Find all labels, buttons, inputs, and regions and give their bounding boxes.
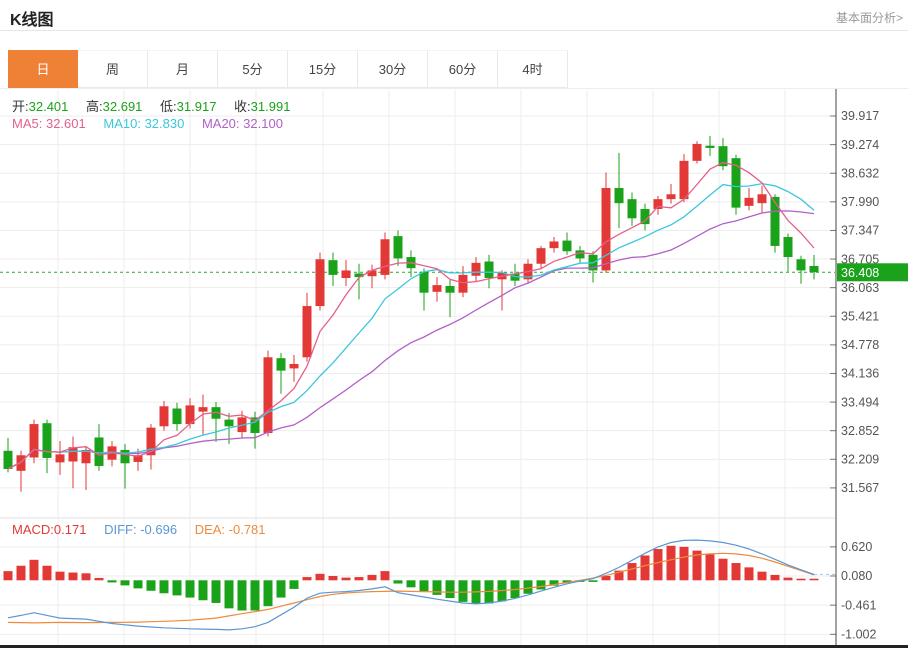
svg-text:35.421: 35.421 (841, 309, 879, 323)
svg-text:39.917: 39.917 (841, 109, 879, 123)
page-title: K线图 (10, 12, 54, 29)
svg-text:32.852: 32.852 (841, 424, 879, 438)
period-tab-1[interactable]: 日 (8, 50, 78, 88)
svg-text:34.778: 34.778 (841, 338, 879, 352)
svg-text:37.347: 37.347 (841, 224, 879, 238)
diff-line (7, 539, 815, 631)
current-price-badge: 36.408 (837, 263, 908, 282)
svg-text:-0.461: -0.461 (841, 598, 876, 612)
period-tab-5[interactable]: 15分 (288, 50, 358, 88)
svg-text:34.136: 34.136 (841, 367, 879, 381)
svg-text:38.632: 38.632 (841, 166, 879, 180)
dea-line (7, 552, 815, 624)
svg-text:0.620: 0.620 (841, 540, 872, 554)
svg-text:36.705: 36.705 (841, 252, 879, 266)
svg-text:32.209: 32.209 (841, 453, 879, 467)
period-tab-2[interactable]: 周 (78, 50, 148, 88)
macd-histogram (3, 545, 819, 611)
svg-text:-1.002: -1.002 (841, 628, 876, 642)
svg-text:31.567: 31.567 (841, 481, 879, 495)
kline-chart-svg[interactable]: 39.917 39.274 38.632 37.990 37.347 36.705 36.0… (0, 89, 908, 648)
panel-borders (0, 89, 908, 648)
price-axis-labels: 39.917 39.274 38.632 37.990 37.347 36.705 36.0… (830, 109, 879, 495)
macd-axis-labels: 0.620 0.080 -0.461 -1.002 (830, 540, 876, 642)
svg-text:36.063: 36.063 (841, 281, 879, 295)
svg-text:37.990: 37.990 (841, 195, 879, 209)
ma20-line (7, 210, 815, 470)
page-header: K线图 基本面分析> (0, 0, 908, 31)
period-tab-7[interactable]: 60分 (428, 50, 498, 88)
period-tab-3[interactable]: 月 (148, 50, 218, 88)
period-tab-8[interactable]: 4时 (498, 50, 568, 88)
svg-text:39.274: 39.274 (841, 138, 879, 152)
period-tab-4[interactable]: 5分 (218, 50, 288, 88)
kline-chart-area[interactable]: 39.917 39.274 38.632 37.990 37.347 36.705 36.0… (0, 88, 908, 648)
svg-text:0.080: 0.080 (841, 569, 872, 583)
period-tab-bar: 日周月 5分 15分 30分 60分 4时 (8, 50, 568, 88)
ma5-line (7, 161, 815, 470)
ma10-line (7, 182, 815, 470)
candles-layer (3, 135, 819, 492)
fundamental-analysis-link[interactable]: 基本面分析> (835, 11, 903, 25)
svg-text:33.494: 33.494 (841, 395, 879, 409)
period-tab-6[interactable]: 30分 (358, 50, 428, 88)
svg-text:36.408: 36.408 (841, 266, 879, 280)
